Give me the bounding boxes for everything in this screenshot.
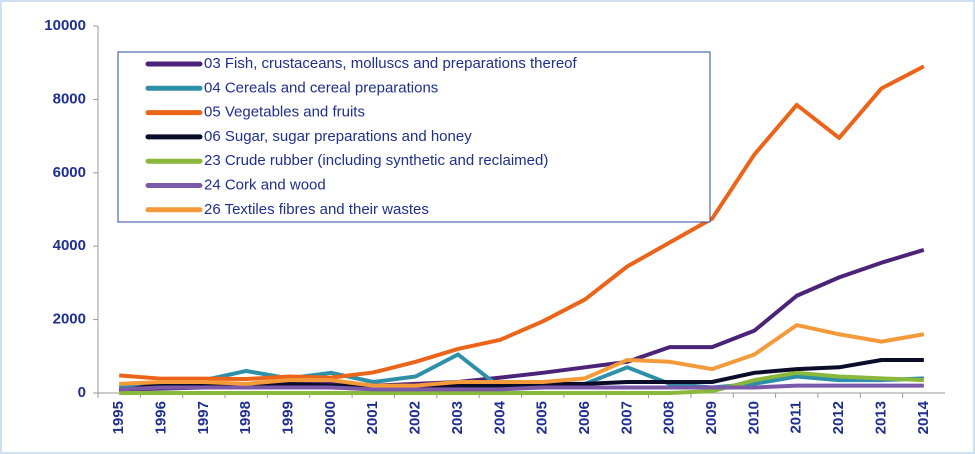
legend-box: [117, 51, 711, 223]
x-tick-label: 2014: [915, 400, 932, 434]
x-tick-label: 2007: [618, 401, 635, 434]
x-tick-label: 1996: [152, 401, 169, 434]
x-tick-label: 1998: [237, 401, 254, 434]
legend-label: 06 Sugar, sugar preparations and honey: [204, 128, 472, 145]
x-tick-label: 2000: [322, 401, 339, 434]
x-tick-label: 2002: [407, 401, 424, 434]
x-tick-label: 2006: [576, 401, 593, 434]
series-line: [118, 357, 924, 394]
series-line: [119, 383, 924, 392]
x-tick-label: 2008: [661, 401, 678, 434]
x-tick-label: 2003: [449, 401, 466, 434]
x-tick-label: 2011: [788, 401, 805, 434]
x-tick-label: 2004: [491, 400, 508, 434]
y-tick-label: 0: [78, 384, 86, 401]
x-tick-label: 2009: [703, 401, 720, 434]
x-tick-label: 2012: [830, 401, 847, 434]
series-line: [119, 64, 925, 382]
legend-label: 26 Textiles fibres and their wastes: [204, 201, 429, 218]
legend-label: 23 Crude rubber (including synthetic and…: [204, 152, 548, 169]
y-tick-label: 4000: [53, 237, 86, 254]
x-tick-label: 1999: [280, 401, 297, 434]
legend-label: 05 Vegetables and fruits: [204, 104, 365, 121]
x-tick-label: 1995: [110, 401, 127, 434]
y-tick-label: 2000: [53, 311, 86, 328]
x-tick-label: 2010: [745, 401, 762, 434]
legend-label: 03 Fish, crustaceans, molluscs and prepa…: [204, 55, 578, 72]
series-line: [119, 370, 924, 395]
y-tick-label: 8000: [53, 90, 86, 107]
legend-label: 24 Cork and wood: [204, 176, 326, 193]
x-tick-label: 2001: [364, 401, 381, 434]
y-tick-label: 10000: [44, 17, 86, 34]
x-tick-label: 1997: [195, 401, 212, 434]
y-tick-label: 6000: [53, 164, 86, 181]
x-tick-label: 2013: [872, 401, 889, 434]
series-line: [119, 323, 925, 388]
legend-label: 04 Cereals and cereal preparations: [204, 79, 438, 96]
x-tick-label: 2005: [534, 401, 551, 434]
